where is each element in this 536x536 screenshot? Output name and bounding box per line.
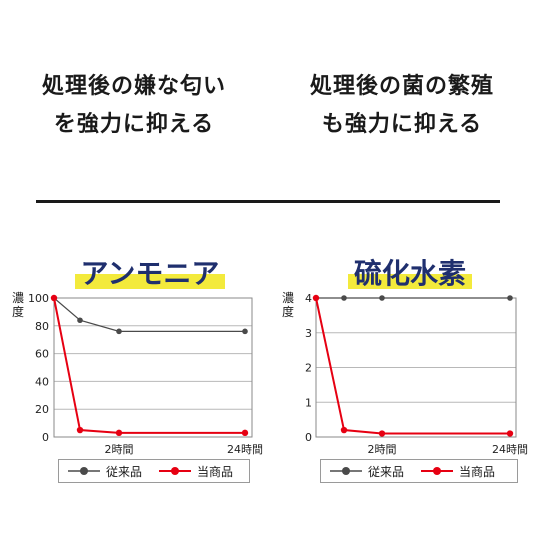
data-point-ours	[312, 294, 320, 302]
headline-odor: 処理後の嫌な匂い を強力に抑える	[14, 68, 254, 144]
ammonia-chart: 0 20 40 60 80 100 濃度 2時間 24時間	[12, 291, 263, 456]
y-tick-label: 80	[35, 320, 49, 333]
y-axis-label-char: 度	[282, 304, 294, 319]
ours-line-marker-icon	[159, 467, 192, 475]
y-axis-label-char: 濃	[12, 291, 24, 305]
y-tick-label: 1	[305, 396, 312, 409]
data-point-conventional	[116, 328, 122, 335]
x-tick-label: 2時間	[368, 443, 397, 456]
hydrogen-sulfide-chart-title: 硫化水素	[310, 252, 510, 292]
headline-odor-line-2: を強力に抑える	[53, 112, 215, 137]
series-line-ours	[315, 297, 510, 435]
series-line-ours	[53, 297, 245, 434]
data-point-conventional	[379, 295, 385, 301]
y-tick-label: 4	[305, 292, 312, 305]
data-point-ours	[76, 426, 84, 434]
y-tick-label: 3	[305, 327, 312, 340]
hydrogen-sulfide-chart: 0 1 2 3 4濃度 2時間 24時間	[282, 291, 528, 456]
legend-label-conventional: 従来品	[106, 464, 143, 479]
legend-item-ours: 当商品	[158, 463, 233, 480]
conventional-line-marker-icon	[330, 467, 362, 475]
series-line-conventional	[53, 297, 245, 332]
y-tick-label: 2	[305, 362, 312, 375]
y-tick-label: 0	[305, 431, 312, 444]
ammonia-legend: 従来品 当商品	[58, 459, 250, 483]
legend-label-ours: 当商品	[197, 464, 234, 479]
hydrogen-sulfide-legend: 従来品 当商品	[320, 459, 518, 483]
y-tick-label: 0	[42, 431, 49, 444]
data-point-ours	[115, 429, 123, 437]
data-point-ours	[378, 430, 386, 437]
hydrogen-sulfide-chart-title-text: 硫化水素	[347, 252, 472, 292]
y-tick-label: 40	[35, 375, 49, 388]
headline-bacteria: 処理後の菌の繁殖 も強力に抑える	[282, 68, 522, 144]
y-tick-label: 20	[35, 403, 49, 416]
legend-label-ours: 当商品	[459, 464, 496, 479]
x-tick-label: 24時間	[227, 443, 263, 456]
data-point-ours	[340, 426, 348, 434]
data-point-conventional	[507, 295, 513, 301]
conventional-line-marker-icon	[68, 467, 100, 475]
headline-bacteria-line-1: 処理後の菌の繁殖	[309, 74, 494, 99]
data-point-conventional	[341, 295, 347, 301]
x-tick-label: 2時間	[105, 443, 134, 456]
y-axis-label-char: 度	[12, 304, 24, 319]
y-tick-label: 60	[35, 348, 49, 361]
headline-bacteria-line-2: も強力に抑える	[321, 112, 483, 137]
x-tick-label: 24時間	[492, 443, 528, 456]
y-axis-label-char: 濃	[282, 291, 294, 305]
legend-label-conventional: 従来品	[368, 464, 405, 479]
ammonia-chart-title: アンモニア	[50, 252, 250, 292]
legend-item-ours: 当商品	[420, 463, 495, 480]
data-point-conventional	[77, 317, 83, 324]
data-point-ours	[506, 430, 514, 437]
data-point-ours	[241, 429, 249, 437]
ours-line-marker-icon	[421, 467, 454, 475]
y-tick-label: 100	[28, 292, 49, 305]
data-point-ours	[50, 294, 58, 302]
legend-item-conventional: 従来品	[329, 463, 404, 480]
headline-odor-line-1: 処理後の嫌な匂い	[41, 74, 226, 99]
plot-frame	[53, 297, 253, 438]
ammonia-chart-title-text: アンモニア	[74, 252, 226, 292]
legend-item-conventional: 従来品	[67, 463, 142, 480]
data-point-conventional	[242, 328, 248, 335]
section-divider	[36, 200, 500, 203]
